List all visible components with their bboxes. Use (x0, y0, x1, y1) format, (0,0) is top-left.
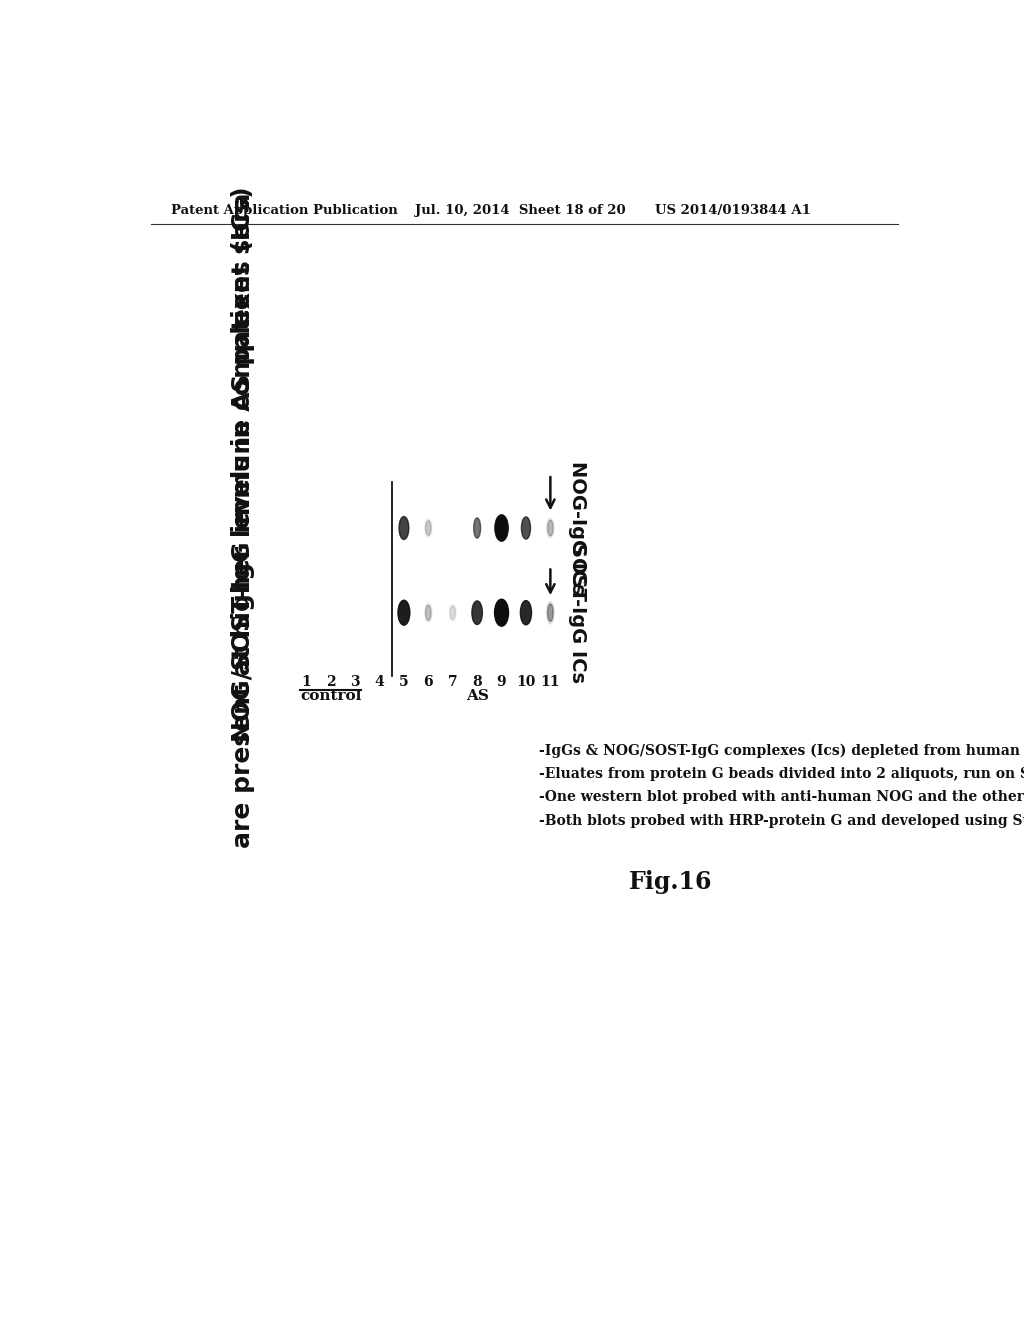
Text: Fig.16: Fig.16 (629, 870, 713, 894)
Ellipse shape (398, 601, 410, 626)
Ellipse shape (521, 517, 530, 539)
Ellipse shape (472, 601, 482, 624)
Text: 7: 7 (447, 675, 458, 689)
Ellipse shape (495, 599, 509, 626)
Ellipse shape (547, 602, 554, 624)
Ellipse shape (450, 606, 456, 620)
Text: -One western blot probed with anti-human NOG and the other probed with anti-huma: -One western blot probed with anti-human… (539, 791, 1024, 804)
Text: are present at higher levels in AS patient sera: are present at higher levels in AS patie… (230, 193, 255, 847)
Text: -Eluates from protein G beads divided into 2 aliquots, run on SDS-PAGE: -Eluates from protein G beads divided in… (539, 767, 1024, 781)
Text: 3: 3 (350, 675, 359, 689)
Ellipse shape (547, 517, 554, 539)
Text: 4: 4 (375, 675, 384, 689)
Text: control: control (300, 689, 361, 702)
Text: Patent Application Publication: Patent Application Publication (171, 205, 397, 218)
Ellipse shape (548, 605, 553, 622)
Text: 9: 9 (497, 675, 506, 689)
Text: -IgGs & NOG/SOST-IgG complexes (Ics) depleted from human sera using protein G be: -IgGs & NOG/SOST-IgG complexes (Ics) dep… (539, 744, 1024, 759)
Ellipse shape (426, 605, 431, 620)
Ellipse shape (426, 520, 431, 536)
Ellipse shape (520, 601, 531, 624)
Text: NOG/SOST-IgG immune complexes (ICs): NOG/SOST-IgG immune complexes (ICs) (230, 186, 255, 742)
Text: 2: 2 (326, 675, 336, 689)
Ellipse shape (474, 517, 480, 539)
Text: 6: 6 (424, 675, 433, 689)
Ellipse shape (548, 520, 553, 536)
Ellipse shape (399, 516, 409, 540)
Text: SOST-IgG ICs: SOST-IgG ICs (568, 543, 587, 682)
Text: 11: 11 (541, 675, 560, 689)
Text: -Both blots probed with HRP-protein G and developed using Supersignal West Femto: -Both blots probed with HRP-protein G an… (539, 813, 1024, 828)
Text: 1: 1 (301, 675, 311, 689)
Text: US 2014/0193844 A1: US 2014/0193844 A1 (655, 205, 811, 218)
Text: AS: AS (466, 689, 488, 702)
Ellipse shape (495, 515, 508, 541)
Ellipse shape (424, 603, 432, 623)
Text: 5: 5 (399, 675, 409, 689)
Text: Jul. 10, 2014  Sheet 18 of 20: Jul. 10, 2014 Sheet 18 of 20 (415, 205, 626, 218)
Text: NOG-IgG ICs: NOG-IgG ICs (568, 461, 587, 595)
Text: 10: 10 (516, 675, 536, 689)
Text: 8: 8 (472, 675, 482, 689)
